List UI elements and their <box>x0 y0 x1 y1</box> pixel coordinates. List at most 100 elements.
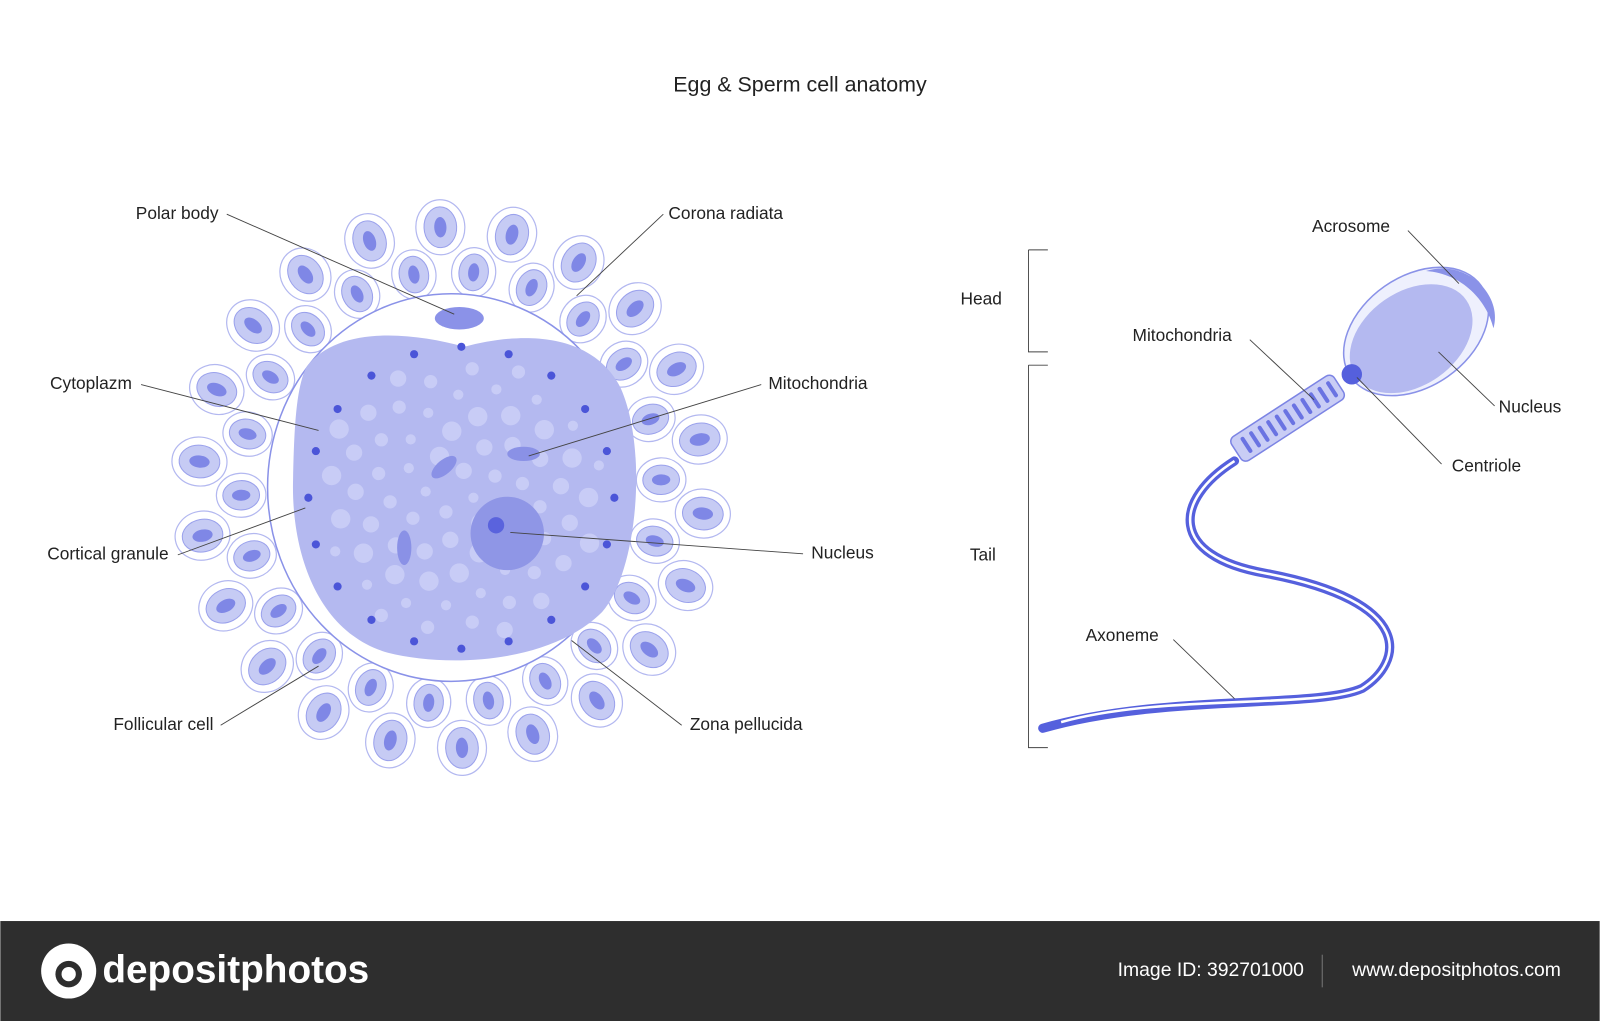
follicular-cell <box>622 623 677 676</box>
follicular-cell <box>671 414 728 465</box>
speckle <box>515 476 530 491</box>
cell-nucleus <box>316 703 332 722</box>
cell-nucleus <box>192 529 213 542</box>
cell-nucleus <box>232 489 251 501</box>
follicular-cell <box>657 559 714 612</box>
stripe <box>1266 420 1279 437</box>
speckles <box>321 362 604 639</box>
cell-nucleus <box>692 507 714 520</box>
cell-nucleus <box>258 658 276 675</box>
cell-nucleus <box>189 455 210 468</box>
cortical-granule <box>504 350 513 359</box>
cortical-granule <box>311 540 320 549</box>
label: Follicular cell <box>113 714 213 734</box>
cortical-granule <box>504 637 513 646</box>
follicular-cell <box>284 304 332 354</box>
cortical-granule <box>410 637 419 646</box>
label: Acrosome <box>1312 216 1390 236</box>
cortical-granule <box>547 615 556 624</box>
cell-nucleus <box>244 317 262 334</box>
cell-nucleus <box>242 549 261 562</box>
cortical-granule <box>367 371 376 380</box>
stripe <box>1317 386 1330 403</box>
cell-nucleus <box>207 382 227 397</box>
cortical-granule <box>333 582 342 591</box>
cell-nucleus <box>651 474 671 486</box>
bracket <box>1028 364 1048 749</box>
bracket <box>1028 249 1048 353</box>
stripe <box>1257 425 1270 442</box>
speckle <box>360 404 377 421</box>
cell-nucleus <box>640 641 659 658</box>
cortical-granule <box>457 644 466 653</box>
cortical-granule <box>581 582 590 591</box>
stripe <box>1274 414 1287 431</box>
section-label: Head <box>961 288 1002 308</box>
leader-line <box>177 507 306 556</box>
cell-nucleus <box>667 362 687 377</box>
mitochondrion <box>431 455 457 479</box>
follicular-cell <box>333 269 381 319</box>
speckle <box>593 460 604 471</box>
speckle <box>453 389 464 400</box>
follicular-cell <box>254 587 304 635</box>
speckle <box>440 600 452 611</box>
mitochondrion <box>507 446 540 462</box>
follicular-cell <box>198 580 254 632</box>
speckle <box>561 514 578 531</box>
cell-nucleus <box>505 224 519 245</box>
speckle <box>405 434 416 445</box>
follicular-cell <box>226 532 277 579</box>
speckle <box>488 469 502 483</box>
follicular-cell <box>436 719 488 777</box>
cell-nucleus <box>689 433 710 446</box>
speckle <box>321 465 342 486</box>
speckle <box>420 620 435 634</box>
leader-line <box>220 665 319 726</box>
follicular-cell <box>552 235 605 290</box>
midpiece <box>1230 374 1346 462</box>
speckle <box>468 406 488 427</box>
follicular-cell <box>559 294 607 344</box>
cell-nucleus <box>262 370 279 384</box>
cortical-granule <box>333 404 342 414</box>
sperm-head <box>1342 266 1495 397</box>
leader-line <box>140 384 319 431</box>
leader-line <box>528 384 762 457</box>
speckle <box>511 365 526 379</box>
nucleolus <box>487 517 505 534</box>
speckle <box>555 554 572 572</box>
cell-nucleus <box>589 691 605 710</box>
speckle <box>442 421 462 441</box>
follicular-cell <box>240 639 295 694</box>
speckle <box>567 420 578 431</box>
cortical-granule <box>602 447 611 456</box>
cortical-granule <box>311 447 320 456</box>
speckle <box>383 495 397 509</box>
speckle <box>345 444 363 461</box>
speckle <box>468 492 479 503</box>
cortical-granules <box>304 342 619 653</box>
leader-line <box>576 213 664 297</box>
speckle <box>330 546 341 557</box>
cell-nucleus <box>383 730 397 751</box>
cell-nucleus <box>362 231 377 251</box>
cell-nucleus <box>423 693 435 712</box>
follicular-cell <box>674 488 731 539</box>
cell-nucleus <box>641 413 660 426</box>
follicular-cell <box>215 472 267 518</box>
cell-nucleus <box>455 737 469 759</box>
label: Nucleus <box>1499 397 1562 417</box>
follicular-cell <box>222 411 273 457</box>
cell-nucleus <box>216 598 236 613</box>
speckle <box>442 531 459 548</box>
egg-nucleus <box>470 496 544 571</box>
leader-line <box>1172 639 1235 700</box>
speckle <box>439 505 453 519</box>
centriole <box>1341 364 1363 385</box>
label: Cytoplazm <box>50 373 132 393</box>
axoneme <box>1060 459 1391 724</box>
speckle <box>533 592 550 610</box>
follicular-cell <box>295 631 344 681</box>
